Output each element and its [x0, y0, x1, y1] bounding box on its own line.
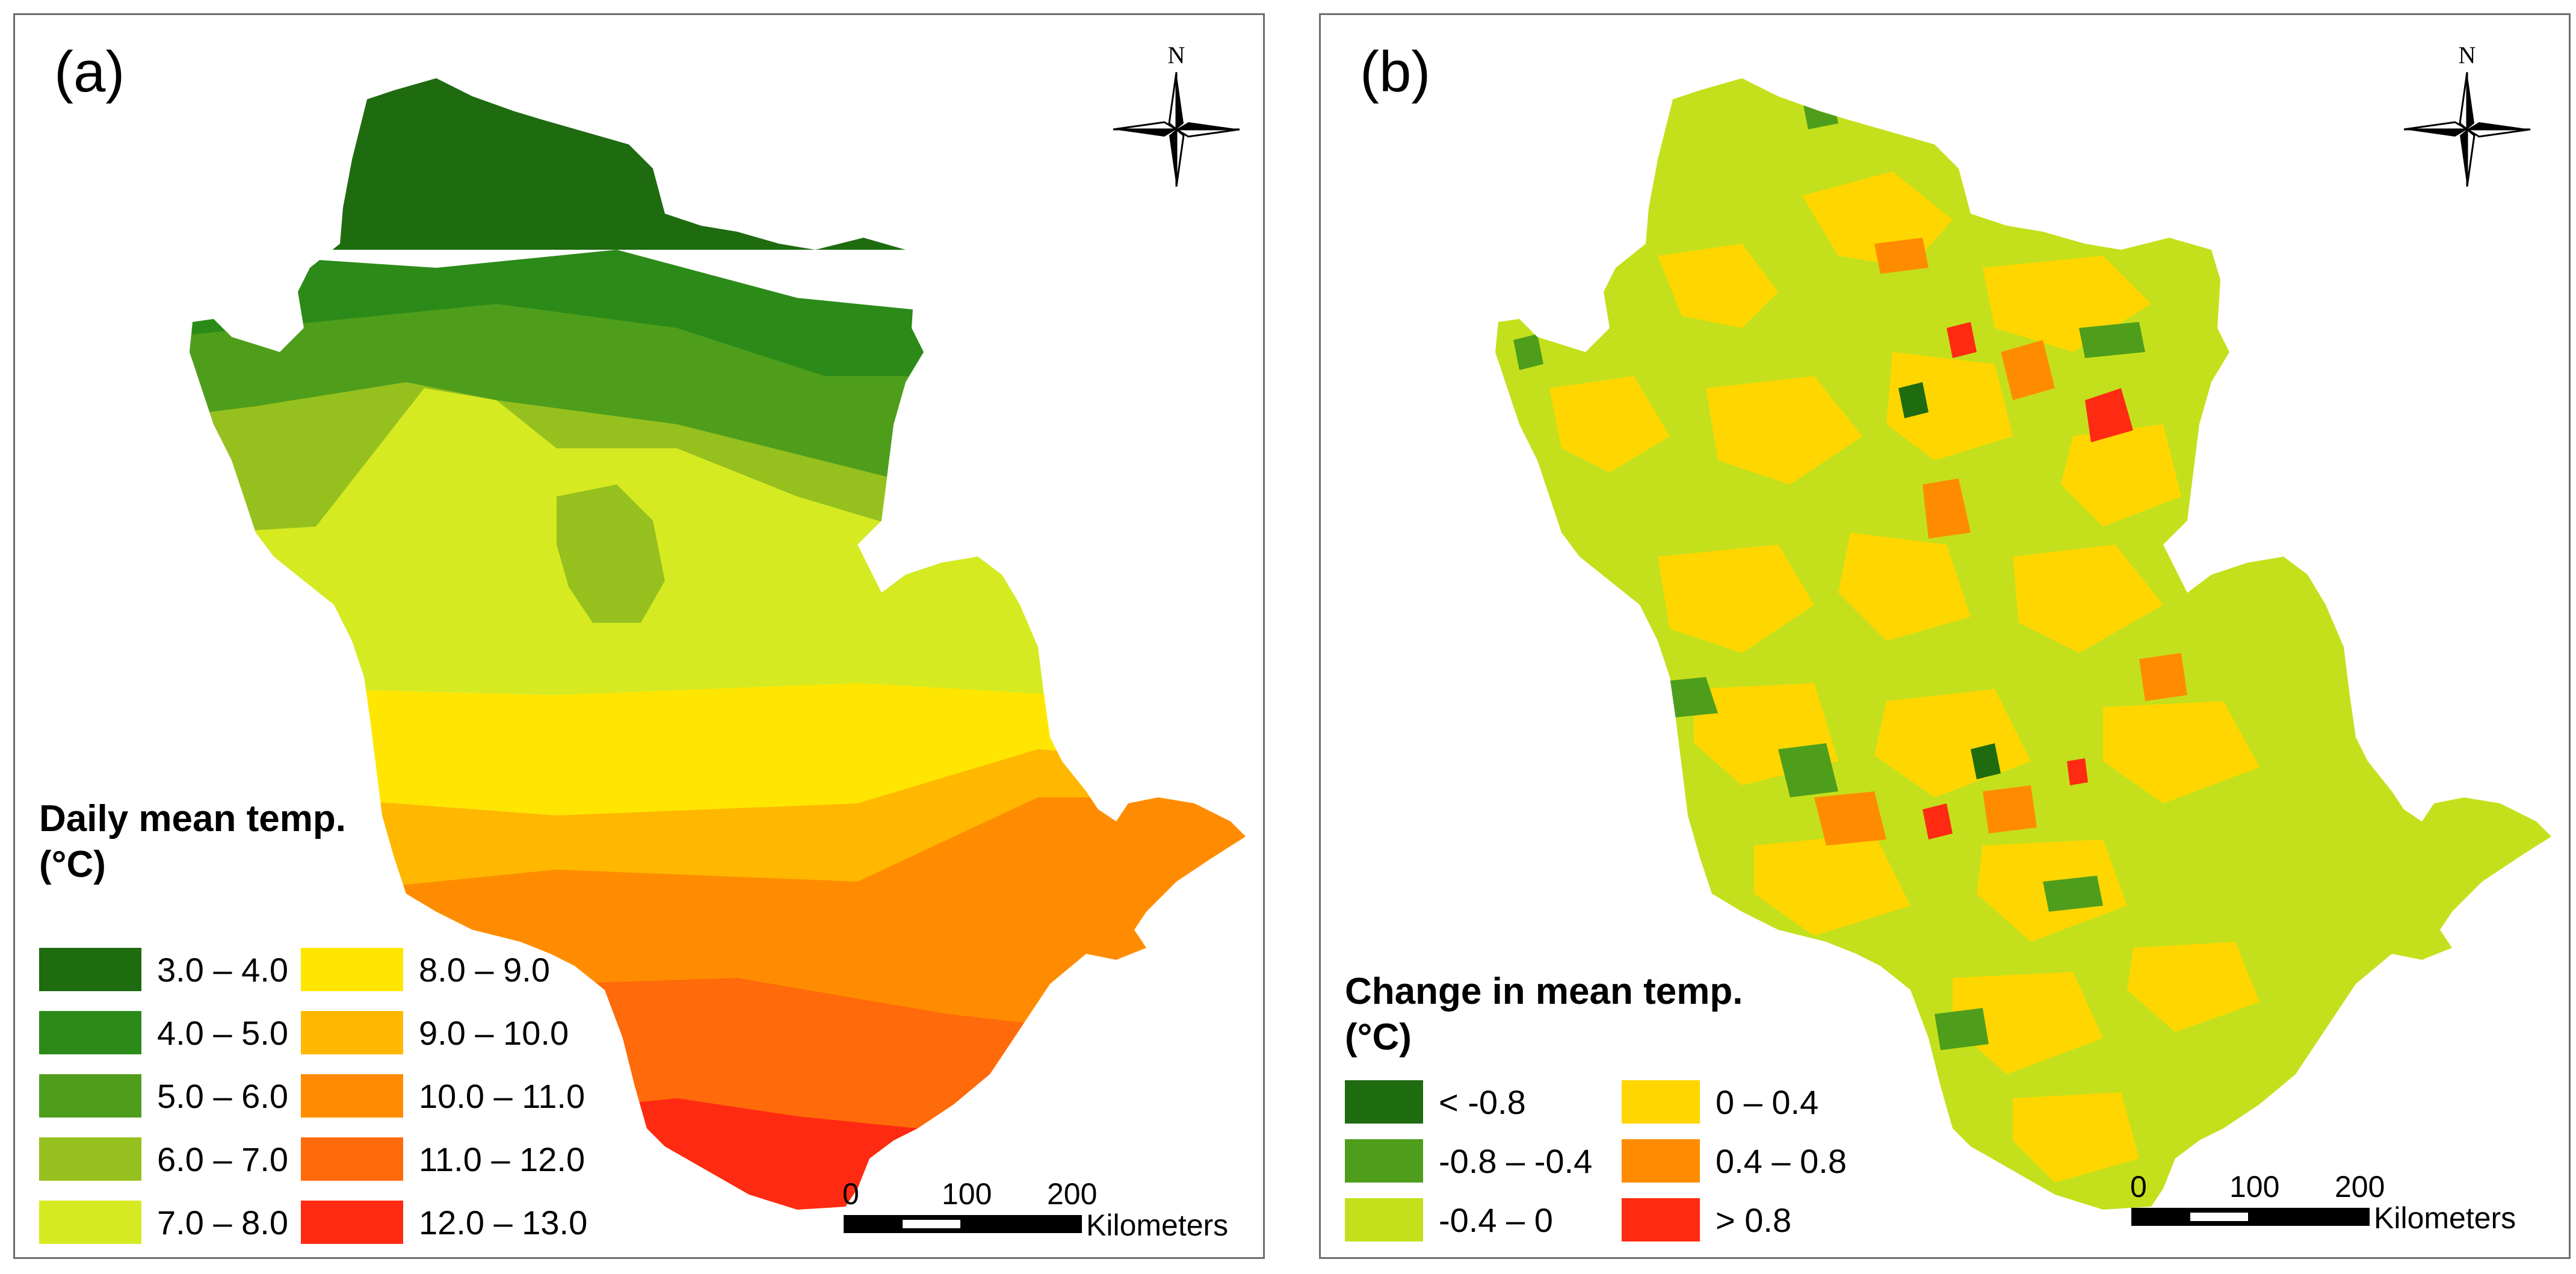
temperature-change-map	[1495, 78, 2551, 1210]
zone-0-0.4	[2127, 942, 2259, 1032]
zone-0-0.4	[1549, 376, 1670, 472]
legend-item: > 0.8	[1622, 1198, 1791, 1242]
legend-item: 4.0 – 5.0	[39, 1011, 288, 1054]
north-label: N	[1168, 42, 1185, 69]
zone-minus-0.8-minus-0.4	[1935, 1008, 1989, 1050]
legend-title: Daily mean temp. (°C)	[39, 798, 346, 885]
zone-0-0.4	[1658, 244, 1778, 328]
map-panel-b: (b)	[1319, 13, 2571, 1259]
panel-label: (b)	[1360, 40, 1431, 104]
base-zone	[1495, 78, 2551, 1210]
zone-minus-0.8-minus-0.4	[1646, 677, 1718, 719]
scale-bar: 0 100 200 Kilometers	[2130, 1170, 2516, 1235]
scale-bar-graphic	[844, 1215, 1082, 1233]
north-arrow-icon: N	[1113, 42, 1240, 187]
legend-swatch	[39, 1011, 141, 1054]
zone-above-0.8	[1947, 322, 1977, 358]
map-panel-a: (a) N Daily mean temp. (°C)	[13, 13, 1265, 1259]
zone-minus-0.8-minus-0.4	[2043, 876, 2103, 912]
zone-0.4-0.8	[1604, 815, 1640, 852]
zone-0-0.4	[1953, 972, 2103, 1074]
zone-0.4-0.8	[1983, 785, 2037, 833]
zone-3-4	[190, 78, 1246, 250]
legend-swatch	[1345, 1198, 1423, 1242]
zone-minus-0.8-minus-0.4	[1802, 93, 1838, 129]
zone-minus-0.8-minus-0.4	[2079, 322, 2145, 358]
legend-item: 8.0 – 9.0	[301, 948, 550, 991]
legend-item: -0.4 – 0	[1345, 1198, 1553, 1242]
legend-item: < -0.8	[1345, 1080, 1526, 1124]
legend-item: 12.0 – 13.0	[301, 1201, 587, 1244]
legend-swatch	[301, 1074, 403, 1118]
zone-0.4-0.8	[2001, 340, 2055, 400]
legend-swatch	[1622, 1080, 1700, 1124]
zone-minus-0.8-minus-0.4	[1513, 334, 1543, 370]
zone-0-0.4	[1838, 533, 1971, 641]
legend-item: 9.0 – 10.0	[301, 1011, 569, 1054]
zone-0-0.4	[1886, 352, 2013, 460]
zone-0.4-0.8	[2139, 653, 2187, 701]
zone-0.4-0.8	[1874, 238, 1929, 274]
zone-above-0.8	[1923, 803, 1953, 840]
legend-title: Change in mean temp. (°C)	[1345, 971, 1743, 1058]
zone-0-0.4	[1754, 833, 1910, 936]
legend-swatch	[301, 1011, 403, 1054]
legend-swatch	[39, 1137, 141, 1181]
zone-0-0.4	[2013, 545, 2163, 653]
zone-0-0.4	[2013, 1092, 2139, 1183]
legend-swatch	[1345, 1080, 1423, 1124]
zone-above-0.8	[2085, 388, 2133, 442]
legend-item: 0.4 – 0.8	[1622, 1139, 1847, 1183]
legend-swatch	[1622, 1139, 1700, 1183]
legend-swatch	[301, 948, 403, 991]
north-label: N	[2459, 42, 2476, 69]
legend-swatch	[1622, 1198, 1700, 1242]
legend-swatch	[39, 1074, 141, 1118]
legend-item: 7.0 – 8.0	[39, 1201, 288, 1244]
scale-unit: Kilometers	[1086, 1208, 1229, 1242]
scale-bar: 0 100 200 Kilometers	[842, 1177, 1229, 1242]
legend-item: 6.0 – 7.0	[39, 1137, 288, 1181]
legend-swatch	[301, 1137, 403, 1181]
zone-below-minus-0.8	[1898, 382, 1929, 418]
zone-above-0.8	[2067, 758, 2088, 785]
scale-bar-graphic	[2131, 1208, 2370, 1226]
zone-0-0.4	[2061, 424, 2181, 527]
zone-minus-0.8-minus-0.4	[1778, 743, 1838, 797]
zone-0-0.4	[2103, 701, 2259, 803]
legend-swatch	[1345, 1139, 1423, 1183]
legend-item: 10.0 – 11.0	[301, 1074, 585, 1118]
zone-0.4-0.8	[1923, 478, 1971, 539]
scale-unit: Kilometers	[2374, 1201, 2516, 1235]
legend-swatch	[301, 1201, 403, 1244]
north-arrow-icon: N	[2403, 42, 2531, 187]
zone-0.4-0.8	[1814, 791, 1886, 846]
legend-item: -0.8 – -0.4	[1345, 1139, 1592, 1183]
zone-0-0.4	[1706, 376, 1862, 484]
zone-0-0.4	[1658, 545, 1814, 653]
legend-swatch	[39, 1201, 141, 1244]
legend-item: 11.0 – 12.0	[301, 1137, 585, 1181]
zone-below-minus-0.8	[1971, 743, 2001, 779]
legend-swatch	[39, 948, 141, 991]
legend-item: 3.0 – 4.0	[39, 948, 288, 991]
panel-label: (a)	[54, 40, 125, 104]
temperature-map	[190, 78, 1246, 1210]
zone-6-7-patch	[557, 484, 665, 623]
legend-item: 0 – 0.4	[1622, 1080, 1818, 1124]
legend-item: 5.0 – 6.0	[39, 1074, 288, 1118]
